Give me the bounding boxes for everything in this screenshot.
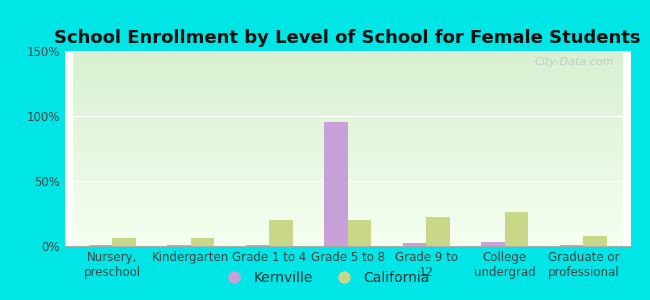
Bar [348, 220, 371, 246]
Bar [426, 218, 450, 246]
Bar [403, 243, 426, 246]
Bar [269, 220, 292, 246]
Bar [190, 238, 214, 246]
Bar [324, 122, 348, 246]
Legend: Kernville, California: Kernville, California [215, 265, 435, 290]
Bar [584, 236, 607, 246]
Bar [246, 245, 269, 246]
Bar [560, 245, 584, 246]
Bar [481, 242, 505, 246]
Title: School Enrollment by Level of School for Female Students: School Enrollment by Level of School for… [55, 29, 641, 47]
Bar [505, 212, 528, 246]
Bar [167, 245, 190, 246]
Bar [88, 245, 112, 246]
Text: City-Data.com: City-Data.com [534, 57, 614, 67]
Bar [112, 238, 136, 246]
